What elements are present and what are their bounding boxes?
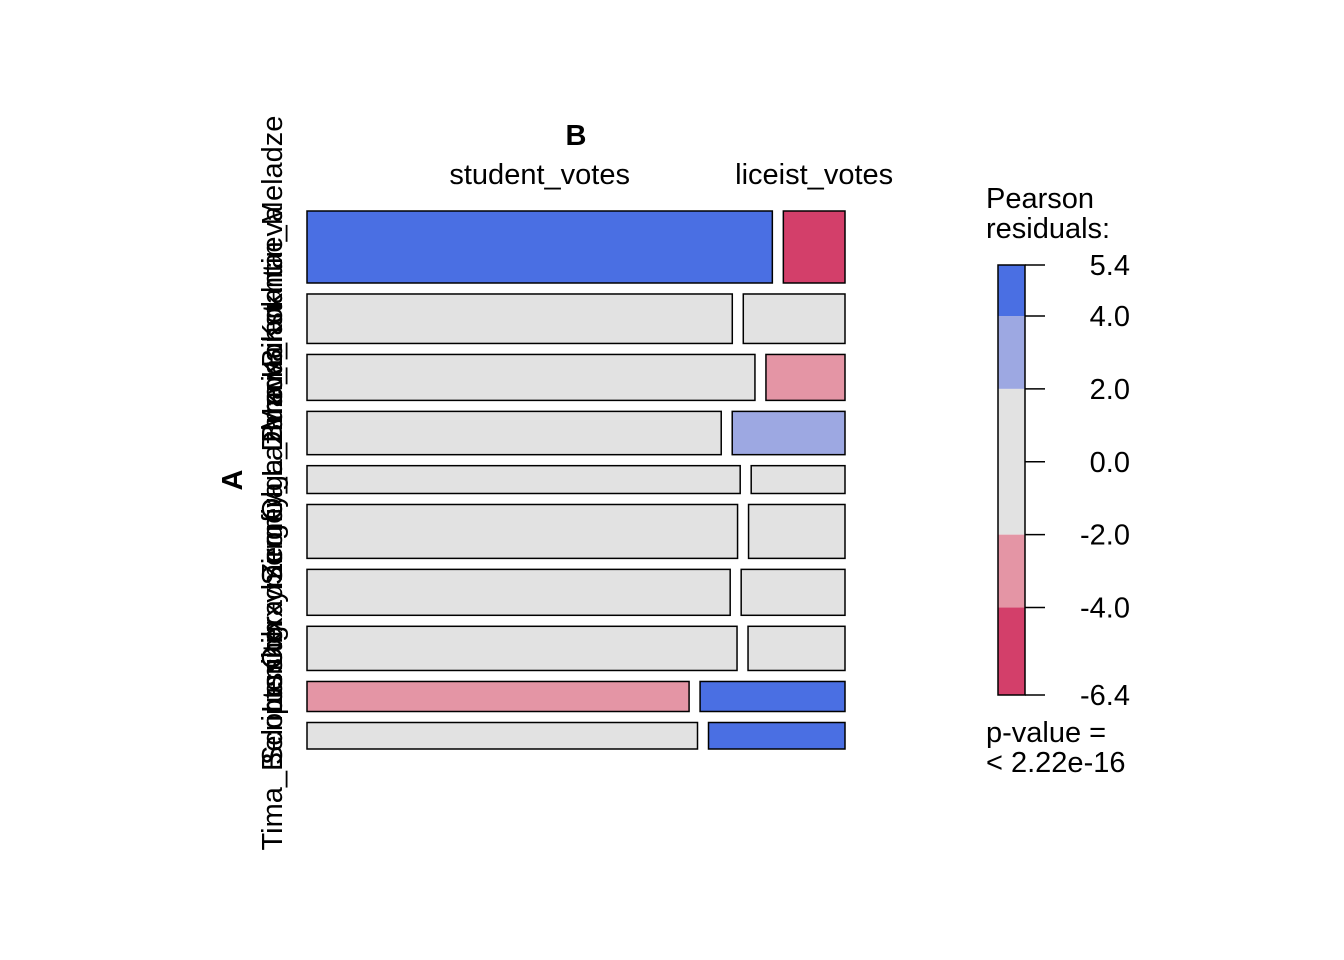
row-label: Tima_Belorusskih: [257, 621, 289, 850]
row-label: Konstantin_Meladze: [257, 116, 289, 379]
tile-Oxxxymiron-liceist_votes: [740, 568, 846, 617]
row-label: Dima_Bilan: [257, 303, 289, 451]
legend-band: [998, 316, 1025, 389]
tile-Tima_Belorusskih-liceist_votes: [707, 721, 846, 750]
legend-color-bar: [997, 264, 1026, 696]
tile-Konstantin_Meladze-liceist_votes: [782, 210, 846, 284]
tile-Sergey_Lazarev-liceist_votes: [750, 464, 846, 495]
legend-tick-label: -4.0: [1080, 593, 1130, 625]
column-label: student_votes: [449, 159, 630, 191]
legend-tick-label: 2.0: [1090, 374, 1130, 406]
legend-band: [998, 607, 1025, 695]
row-label: Scriptonite: [257, 628, 289, 765]
legend-title-line1: Pearson: [986, 183, 1094, 215]
tile-Olga_Buzova-liceist_votes: [731, 410, 846, 456]
row-label: Oxxxymiron: [257, 516, 289, 669]
row-variable-label: A: [217, 469, 249, 490]
legend-title-line2: residuals:: [986, 213, 1110, 245]
legend-band: [998, 265, 1025, 317]
legend-tick-label: 4.0: [1090, 301, 1130, 333]
legend-tick-label: -2.0: [1080, 520, 1130, 552]
legend-tick-label: 5.4: [1090, 250, 1130, 282]
tile-Olga_Buzova-student_votes: [306, 410, 722, 456]
tile-Maria_Kokhtaeva-liceist_votes: [742, 293, 846, 345]
pvalue-line2: < 2.22e-16: [986, 747, 1125, 779]
row-label: Olga_Buzova: [257, 345, 289, 520]
column-labels: student_votes liceist_votes: [449, 159, 893, 191]
legend-tick-label: 0.0: [1090, 447, 1130, 479]
tile-Konstantin_Meladze-student_votes: [306, 210, 774, 284]
pvalue-line1: p-value =: [986, 717, 1106, 749]
tile-Leningrad-student_votes: [306, 625, 738, 672]
tile-Sergey_Lazarev-student_votes: [306, 464, 741, 495]
tile-Scriptonite-student_votes: [306, 680, 690, 713]
tile-Scriptonite-liceist_votes: [699, 680, 846, 713]
row-label: Maria_Kokhtaeva: [257, 205, 289, 432]
tile-Dima_Bilan-student_votes: [306, 353, 756, 402]
residual-legend: Pearson residuals: 5.4 4.0 2.0 0.0 -2.0 -4.0 -…: [986, 183, 1130, 779]
row-labels: Konstantin_MeladzeMaria_KokhtaevaDima_Bi…: [257, 116, 289, 851]
row-label: Leningrad: [257, 584, 289, 713]
column-label: liceist_votes: [735, 159, 893, 191]
legend-ticks: 5.4 4.0 2.0 0.0 -2.0 -4.0 -6.4: [1025, 250, 1130, 712]
tile-Zemfira-student_votes: [306, 503, 739, 560]
column-variable-label: B: [566, 120, 587, 152]
legend-bar-border: [997, 264, 1026, 696]
tile-Maria_Kokhtaeva-student_votes: [306, 293, 734, 345]
row-label: Zemfira: [257, 481, 289, 580]
tile-Zemfira-liceist_votes: [747, 503, 846, 560]
legend-band: [998, 388, 1025, 535]
tile-Leningrad-liceist_votes: [747, 625, 846, 672]
tile-Tima_Belorusskih-student_votes: [306, 721, 699, 750]
tile-Oxxxymiron-student_votes: [306, 568, 731, 617]
legend-tick-label: -6.4: [1080, 680, 1130, 712]
mosaic-tiles: [306, 210, 846, 750]
tile-Dima_Bilan-liceist_votes: [765, 353, 846, 402]
row-label: Sergey_Lazarev: [257, 373, 289, 585]
legend-band: [998, 534, 1025, 608]
